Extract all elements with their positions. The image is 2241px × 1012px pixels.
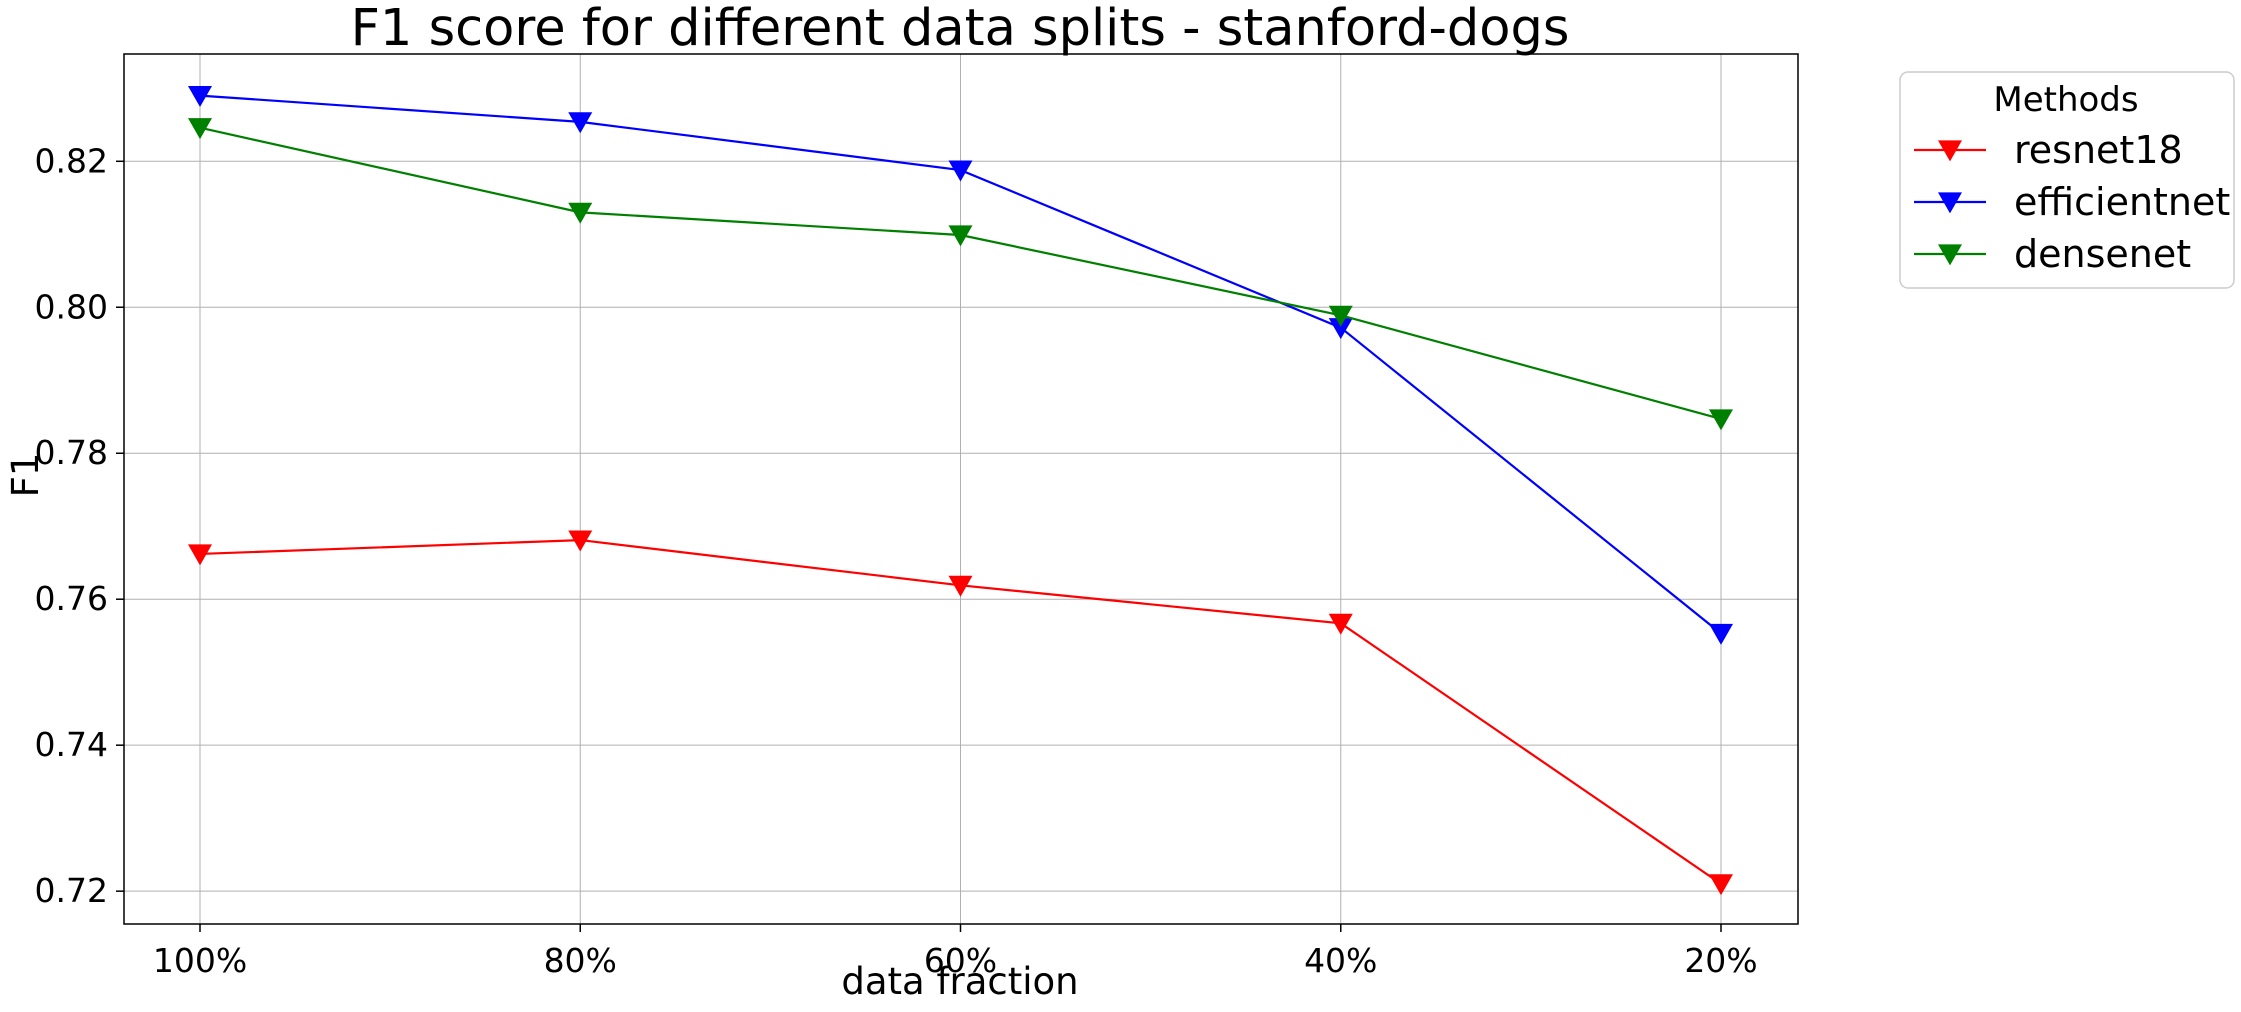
data-point-densenet: [1709, 409, 1733, 431]
x-tick-label: 100%: [153, 941, 247, 980]
x-tick-label: 80%: [544, 941, 617, 980]
data-point-efficientnet: [568, 112, 593, 134]
chart-title: F1 score for different data splits - sta…: [351, 0, 1570, 58]
y-tick-label: 0.74: [35, 725, 108, 764]
data-point-efficientnet: [188, 86, 212, 108]
y-tick-label: 0.72: [35, 871, 108, 910]
data-point-efficientnet: [1709, 623, 1733, 645]
data-point-resnet18: [568, 530, 593, 552]
data-point-resnet18: [188, 544, 212, 566]
legend-title: Methods: [1993, 80, 2138, 120]
data-point-resnet18: [948, 575, 973, 597]
x-tick-label: 20%: [1684, 941, 1757, 980]
data-point-efficientnet: [948, 160, 973, 182]
data-point-resnet18: [1328, 613, 1353, 635]
legend-marker: [1938, 140, 1962, 162]
data-point-densenet: [948, 225, 973, 247]
legend-entries: resnet18 efficientnet densenet: [1914, 128, 2230, 276]
x-tick-label: 40%: [1304, 941, 1377, 980]
y-tick-label: 0.78: [35, 433, 108, 472]
legend: Methods resnet18 efficientnet densenet: [1899, 71, 2235, 289]
legend-marker: [1938, 244, 1962, 266]
series-efficientnet: [188, 86, 1733, 645]
legend-label: efficientnet: [2014, 180, 2230, 224]
legend-entry-densenet: densenet: [1914, 232, 2191, 276]
y-tick-label: 0.80: [35, 287, 108, 326]
legend-label: resnet18: [2014, 128, 2183, 172]
series-densenet: [188, 118, 1733, 431]
data-point-resnet18: [1709, 874, 1733, 896]
y-axis-ticks: 0.72 0.74 0.76 0.78 0.80 0.82: [35, 141, 124, 910]
legend-label: densenet: [2014, 232, 2191, 276]
y-tick-label: 0.82: [35, 141, 108, 180]
series-layer: [188, 86, 1733, 896]
x-axis-label: data fraction: [841, 960, 1078, 1003]
y-tick-label: 0.76: [35, 579, 108, 618]
legend-entry-efficientnet: efficientnet: [1914, 180, 2230, 224]
legend-entry-resnet18: resnet18: [1914, 128, 2183, 172]
legend-marker: [1938, 192, 1962, 214]
legend-box: [1899, 71, 2235, 289]
data-point-densenet: [568, 202, 593, 224]
grid-lines: [124, 54, 1798, 924]
x-tick-label: 60%: [924, 941, 997, 980]
data-point-densenet: [188, 118, 212, 140]
series-resnet18: [188, 530, 1733, 896]
x-axis-ticks: 100% 80% 60% 40% 20%: [153, 924, 1758, 980]
y-axis-label: F1: [4, 453, 47, 498]
data-point-densenet: [1328, 305, 1353, 327]
data-point-efficientnet: [1328, 318, 1353, 340]
